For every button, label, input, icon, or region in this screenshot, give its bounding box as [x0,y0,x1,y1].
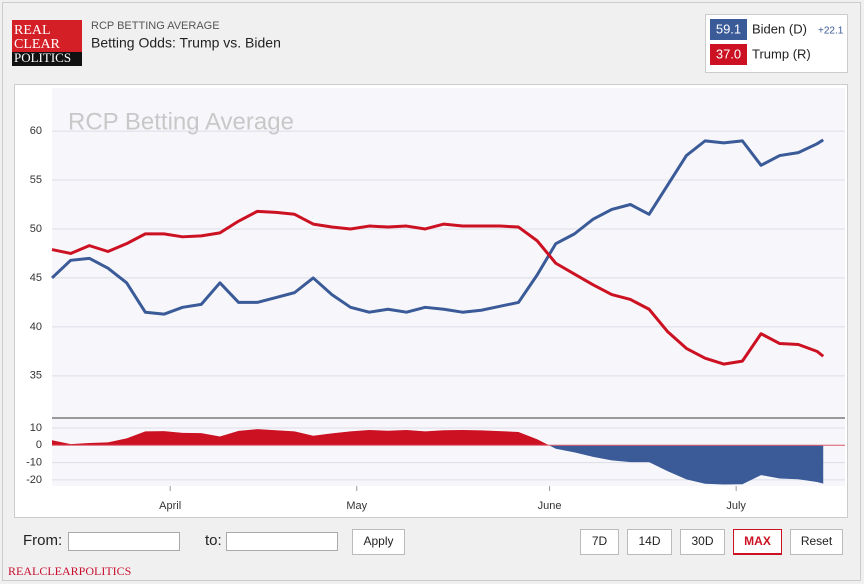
chart: 35 40 45 50 55 60 -20 -10 0 10 April May June July [26,125,845,512]
apply-button[interactable] [352,529,405,555]
series-line [51,209,825,366]
range-label: 30D [691,534,713,548]
legend-swatch [710,44,747,65]
title: Betting Odds: Trump vs. Biden [91,35,281,51]
logo-text: REAL [14,23,51,38]
plot-area [52,88,845,486]
subtitle: RCP BETTING AVERAGE [91,20,220,32]
y-tick-label: 50 [30,223,42,235]
spread-area-positive [52,429,824,446]
legend-label: Trump (R) [752,46,811,61]
spread-area-negative [549,445,824,485]
range-button[interactable] [733,529,782,555]
legend-lead: +22.1 [818,26,844,37]
y-tick-label: 0 [36,439,42,451]
logo-text: CLEAR [14,37,61,52]
range-button[interactable] [790,529,843,555]
x-tick-label: April [159,500,181,512]
range-button[interactable] [580,529,619,555]
y-tick-label: 45 [30,272,42,284]
y-tick-label: 60 [30,125,42,137]
logo-text: POLITICS [14,50,71,65]
footer: REALCLEARPOLITICS [8,564,131,578]
apply-label: Apply [363,534,393,548]
range-label: MAX [744,534,771,548]
range-label: 7D [592,534,608,548]
to-label: to: [205,532,222,549]
controls: From: to: Apply 7D 14D 30D MAX Reset [23,529,843,555]
legend-value: 37.0 [716,46,741,61]
y-tick-label: -10 [26,457,42,469]
series-line [50,138,825,316]
range-button[interactable] [680,529,725,555]
range-label: 14D [638,534,660,548]
from-input[interactable] [68,532,180,551]
legend: 59.1 Biden (D) +22.1 37.0 Trump (R) [710,19,844,65]
y-tick-label: 10 [30,422,42,434]
y-tick-label: 55 [30,174,42,186]
to-input[interactable] [226,532,338,551]
from-label: From: [23,532,62,549]
y-tick-label: -20 [26,474,42,486]
x-tick-label: July [726,500,746,512]
range-button[interactable] [627,529,672,555]
x-tick-label: May [346,500,367,512]
legend-swatch [710,19,747,40]
x-tick-label: June [538,500,562,512]
range-label: Reset [801,534,833,548]
logo-band [12,52,82,66]
legend-value: 59.1 [716,21,741,36]
legend-label: Biden (D) [752,21,807,36]
y-tick-label: 40 [30,321,42,333]
y-tick-label: 35 [30,370,42,382]
